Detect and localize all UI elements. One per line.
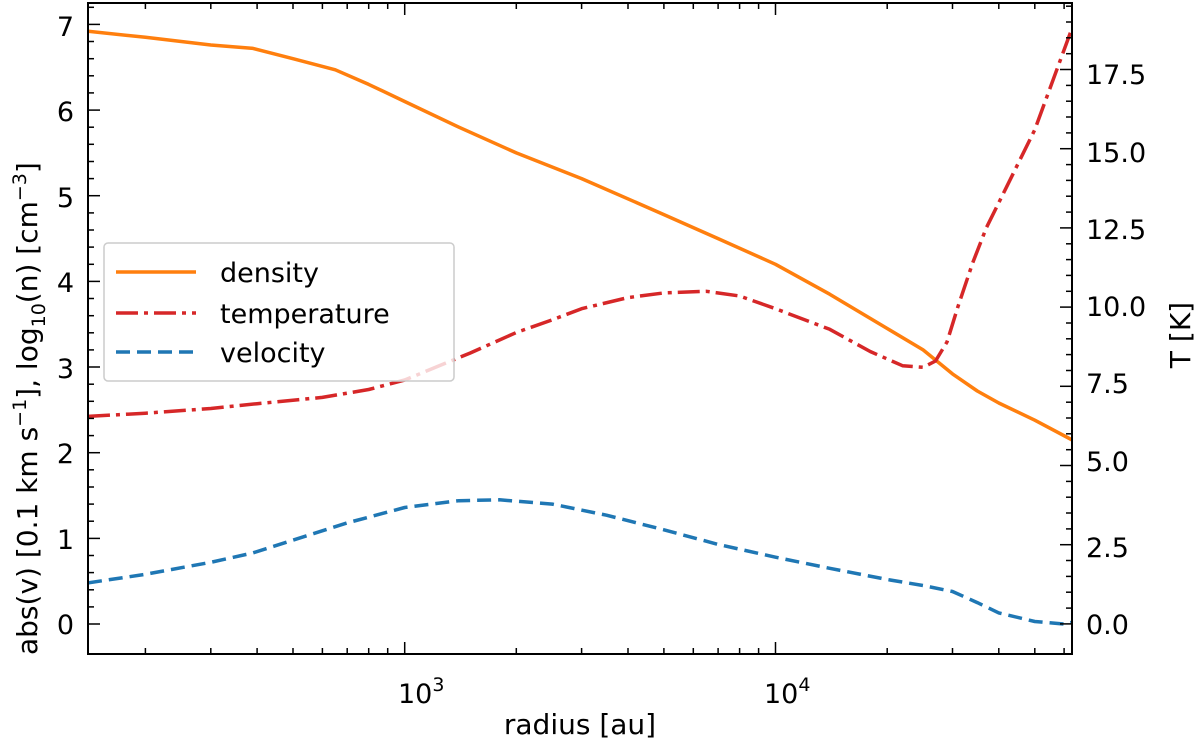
y-right-tick-label-5-0: 5.0 [1086, 447, 1129, 478]
y-left-tick-label-2: 2 [57, 439, 74, 470]
y-right-tick-label-10-0: 10.0 [1086, 292, 1146, 323]
y-left-tick-label-7: 7 [57, 12, 74, 43]
legend-frame [103, 242, 455, 382]
y-right-tick-label-2-5: 2.5 [1086, 533, 1129, 564]
series-line-density [88, 29, 1072, 442]
y-axis-right-title: T [K] [1164, 302, 1197, 369]
y-left-tick-label-4: 4 [57, 268, 74, 299]
x-tick-label-1000: 103 [398, 674, 444, 710]
series-line-velocity [88, 498, 1072, 626]
y-right-tick-label-15-0: 15.0 [1086, 138, 1146, 169]
legend-label-temperature: temperature [220, 299, 390, 330]
legend-label-velocity: velocity [220, 338, 326, 369]
legend: density temperature velocity [103, 242, 455, 382]
plot-frame [87, 2, 1073, 655]
y-right-tick-label-7-5: 7.5 [1086, 369, 1129, 400]
y-left-tick-label-0: 0 [57, 610, 74, 641]
legend-label-density: density [220, 258, 319, 289]
series-line-temperature [88, 27, 1072, 419]
x-axis-title: radius [au] [504, 708, 656, 741]
series-layer [88, 27, 1072, 626]
y-right-tick-label-17-5: 17.5 [1086, 60, 1146, 91]
y-axis-left-title: abs(v) [0.1 km s−1], log10(n) [cm−3] [9, 162, 50, 655]
y-left-tick-label-6: 6 [57, 97, 74, 128]
y-left-tick-label-5: 5 [57, 183, 74, 214]
y-right-tick-label-0-0: 0.0 [1086, 610, 1129, 641]
y-right-tick-label-12-5: 12.5 [1086, 215, 1146, 246]
x-tick-label-10000: 104 [764, 674, 810, 710]
y-left-tick-label-3: 3 [57, 354, 74, 385]
ticks-layer [88, 3, 1072, 654]
y-left-tick-label-1: 1 [57, 525, 74, 556]
